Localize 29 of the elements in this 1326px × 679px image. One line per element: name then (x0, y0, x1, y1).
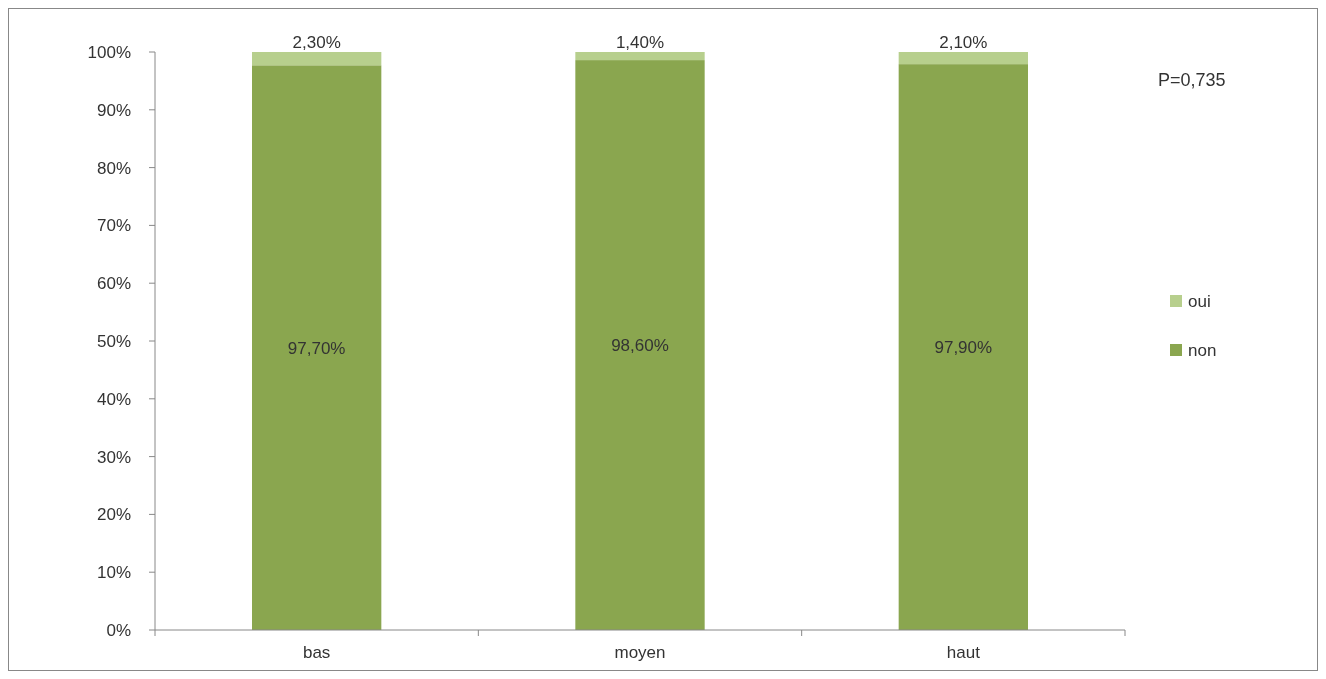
data-label: 2,10% (939, 33, 988, 52)
data-label: 97,70% (287, 338, 346, 358)
data-label: 1,40% (615, 33, 665, 52)
y-tick-label: 90% (96, 100, 131, 120)
y-tick-label: 60% (96, 274, 131, 294)
bar (252, 65, 382, 630)
data-label: 98,60% (611, 336, 669, 356)
text: P=0,735 (1158, 70, 1226, 90)
bar (575, 60, 705, 630)
legend-label: oui (1188, 292, 1211, 311)
y-tick-label: 30% (96, 447, 131, 467)
y-tick-label: 40% (96, 389, 131, 409)
bar (252, 52, 382, 66)
x-tick-label: moyen (614, 643, 666, 662)
y-tick-label: 20% (96, 505, 131, 525)
x-tick-label: bas (302, 643, 331, 662)
x-tick-label: haut (946, 643, 981, 662)
data-label: 97,90% (934, 338, 993, 358)
y-tick-label: 80% (96, 158, 131, 178)
y-tick-label: 10% (96, 563, 131, 583)
y-tick-label: 0% (106, 621, 131, 640)
y-tick-label: 70% (96, 216, 131, 236)
y-tick-label: 50% (96, 332, 131, 351)
legend-label: non (1188, 341, 1217, 360)
data-label: 2,30% (292, 33, 341, 52)
bar (898, 52, 1028, 65)
y-tick-label: 100% (87, 43, 131, 62)
bar (898, 64, 1028, 630)
bar (575, 52, 705, 61)
